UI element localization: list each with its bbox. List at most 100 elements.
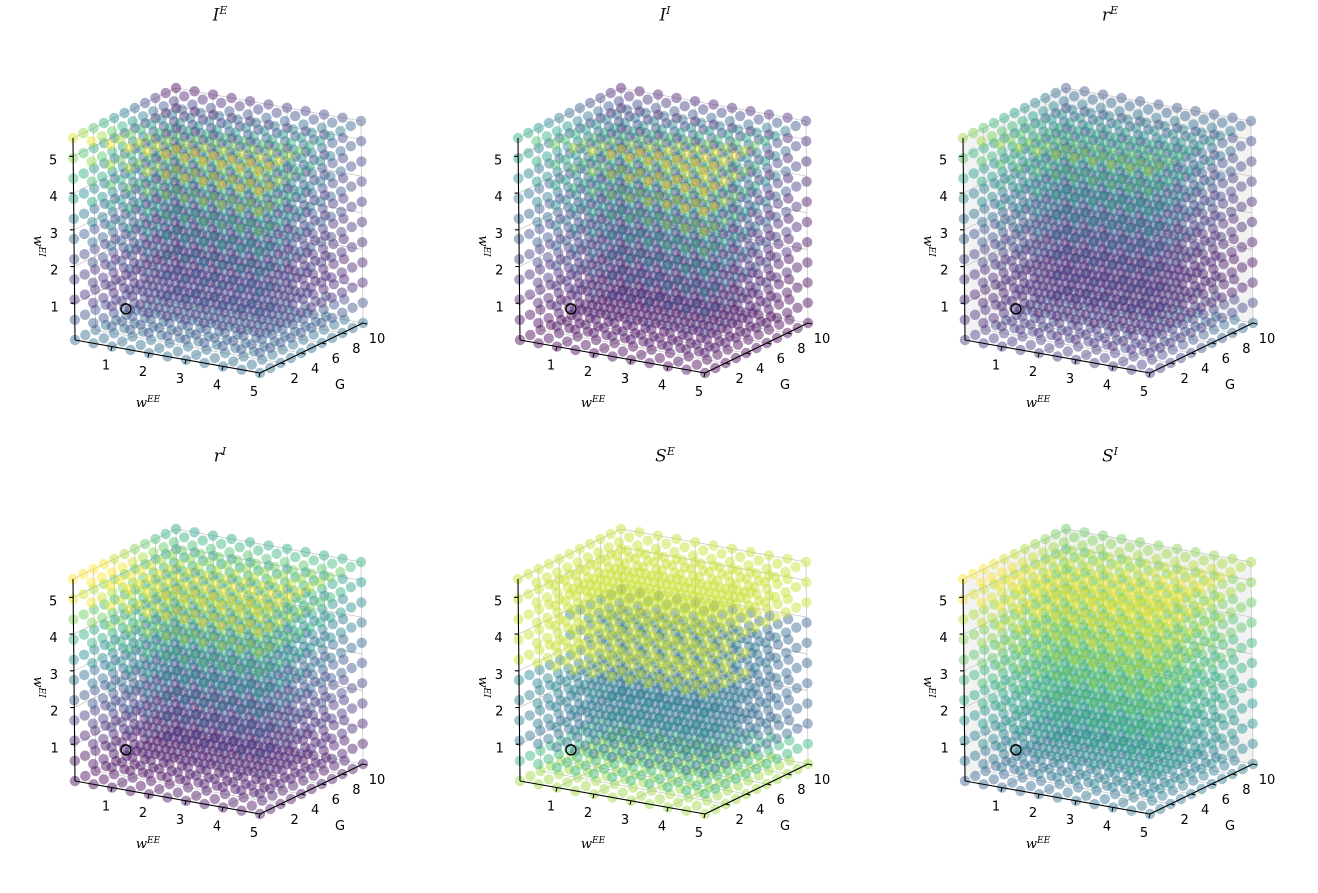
- grid-line: [72, 528, 177, 580]
- data-point: [566, 289, 577, 300]
- data-point: [263, 99, 274, 110]
- data-point: [764, 129, 775, 140]
- data-point: [234, 101, 245, 112]
- data-point: [106, 301, 117, 312]
- data-point: [700, 306, 711, 317]
- data-point: [1143, 104, 1154, 115]
- data-point: [337, 132, 348, 144]
- data-point: [260, 287, 272, 298]
- data-point: [297, 674, 308, 685]
- data-point: [207, 284, 218, 295]
- data-point: [687, 284, 698, 295]
- data-point: [1189, 220, 1200, 231]
- data-point: [715, 221, 726, 233]
- data-point: [346, 242, 358, 253]
- axis-label-base: w: [136, 396, 147, 411]
- y-axis-line: [704, 322, 809, 374]
- data-point: [155, 289, 167, 300]
- data-point: [565, 208, 576, 220]
- data-point: [162, 249, 173, 260]
- data-point: [1122, 329, 1133, 340]
- data-point: [140, 599, 151, 610]
- data-point: [98, 292, 109, 304]
- data-point: [191, 194, 203, 206]
- data-point: [709, 282, 720, 293]
- data-point: [1088, 236, 1099, 248]
- data-point: [191, 134, 202, 145]
- data-point: [205, 102, 217, 114]
- data-point: [305, 241, 316, 253]
- data-point: [563, 262, 574, 273]
- data-point: [123, 183, 135, 194]
- data-point: [782, 307, 793, 318]
- z-axis-label: wEI: [30, 235, 46, 257]
- data-point: [1095, 297, 1106, 309]
- data-point: [161, 168, 172, 179]
- data-point: [753, 114, 764, 125]
- data-point: [337, 573, 348, 585]
- data-point: [281, 257, 292, 268]
- data-point: [661, 158, 672, 169]
- data-point: [335, 607, 346, 618]
- data-point: [739, 206, 750, 217]
- data-point: [245, 258, 256, 269]
- data-point: [721, 223, 732, 234]
- grid-line: [620, 87, 807, 122]
- data-point: [170, 257, 181, 269]
- data-point: [160, 744, 171, 755]
- data-point: [684, 236, 695, 248]
- data-point: [284, 191, 295, 202]
- data-point: [1200, 316, 1211, 327]
- data-point: [1200, 296, 1211, 307]
- data-point: [542, 171, 553, 182]
- data-point: [319, 570, 330, 581]
- data-point: [187, 139, 198, 151]
- data-point: [545, 259, 556, 270]
- grid-line: [177, 216, 363, 250]
- data-point: [279, 290, 290, 302]
- data-point: [98, 272, 109, 283]
- data-point: [1014, 284, 1026, 295]
- x-axis-label: wEE: [1026, 395, 1051, 411]
- data-point: [980, 304, 991, 315]
- data-point: [176, 760, 188, 772]
- data-point: [221, 294, 232, 305]
- data-point: [327, 157, 338, 169]
- data-point: [617, 305, 628, 317]
- data-point: [169, 156, 180, 168]
- data-point: [781, 247, 792, 258]
- data-point: [1078, 200, 1089, 211]
- data-point: [664, 307, 675, 318]
- data-point: [271, 282, 282, 293]
- data-point: [231, 248, 242, 260]
- data-point: [221, 274, 232, 285]
- data-point: [1195, 221, 1206, 232]
- data-point: [637, 235, 648, 246]
- data-point: [244, 311, 256, 322]
- data-point: [252, 259, 263, 270]
- data-point: [227, 695, 239, 706]
- data-point: [283, 745, 295, 756]
- data-point: [725, 216, 737, 228]
- data-point: [623, 266, 634, 277]
- data-point: [209, 332, 220, 344]
- data-point: [193, 316, 204, 327]
- data-point: [148, 106, 159, 117]
- data-point: [308, 770, 319, 781]
- data-point: [346, 642, 357, 653]
- data-point: [673, 294, 684, 306]
- data-point: [754, 255, 766, 266]
- data-point: [259, 647, 271, 659]
- data-point: [1158, 215, 1169, 226]
- data-point: [298, 600, 309, 611]
- data-point: [1101, 319, 1112, 330]
- data-point: [1124, 223, 1136, 234]
- data-point: [143, 327, 154, 339]
- data-point: [1168, 230, 1179, 241]
- data-point: [688, 169, 699, 181]
- data-point: [226, 749, 237, 760]
- data-point: [140, 118, 151, 129]
- data-point: [624, 172, 635, 184]
- data-point: [647, 230, 658, 241]
- data-point: [593, 321, 604, 332]
